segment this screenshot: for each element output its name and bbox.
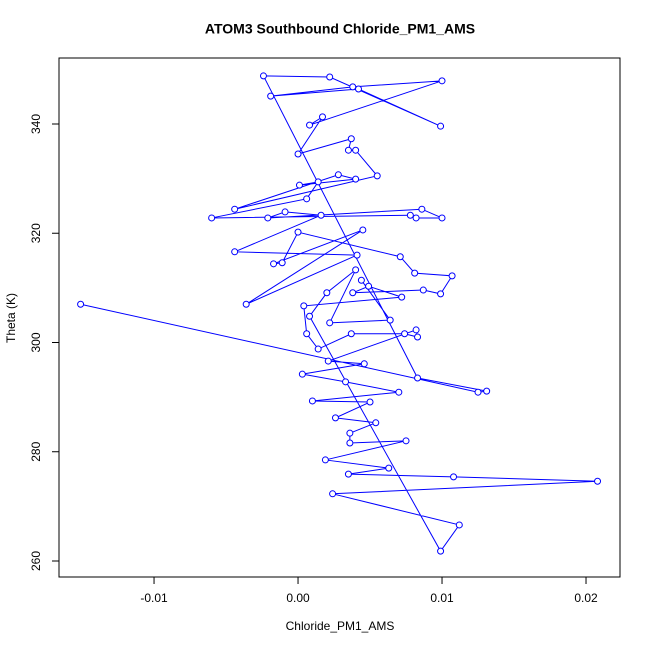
point (308, 397, 316, 405)
point (594, 477, 602, 485)
x-tick-label: 0.01 (430, 591, 454, 605)
point (342, 378, 350, 386)
point (414, 333, 422, 341)
point (334, 171, 342, 179)
point (242, 300, 250, 308)
point (437, 290, 445, 298)
point (359, 226, 367, 234)
point (281, 208, 289, 216)
point (352, 266, 360, 274)
point (314, 345, 322, 353)
point (412, 214, 420, 222)
point (317, 211, 325, 219)
y-tick-label: 260 (29, 551, 43, 571)
x-tick-label: 0.02 (574, 591, 598, 605)
point (450, 473, 458, 481)
x-axis-label: Chloride_PM1_AMS (286, 619, 395, 633)
point (401, 330, 409, 338)
point (418, 205, 426, 213)
point (324, 357, 332, 365)
point (402, 437, 410, 445)
point (208, 214, 216, 222)
y-tick-label: 300 (29, 332, 43, 352)
series-line (80, 75, 598, 553)
point (372, 419, 380, 427)
point (414, 374, 422, 382)
chart-title: ATOM3 Southbound Chloride_PM1_AMS (205, 21, 475, 37)
point (321, 456, 329, 464)
point (303, 330, 311, 338)
point (385, 464, 393, 472)
point (437, 122, 445, 130)
point (294, 150, 302, 158)
point (344, 146, 352, 154)
point (303, 195, 311, 203)
point (347, 330, 355, 338)
point (346, 439, 354, 447)
point (231, 248, 239, 256)
point (483, 387, 491, 395)
point (326, 73, 334, 81)
y-axis-label: Theta (K) (4, 293, 18, 343)
point (448, 272, 456, 280)
y-tick-label: 280 (29, 441, 43, 461)
point (314, 178, 322, 186)
point (231, 205, 239, 213)
point (295, 181, 303, 189)
point (395, 388, 403, 396)
point (77, 300, 85, 308)
point (357, 276, 365, 284)
point (474, 388, 482, 396)
point (300, 302, 308, 310)
point (406, 211, 414, 219)
point (346, 429, 354, 437)
y-tick-label: 340 (29, 114, 43, 134)
point (438, 77, 446, 85)
point (323, 289, 331, 297)
y-tick-label: 320 (29, 223, 43, 243)
x-tick-label: -0.01 (140, 591, 168, 605)
point (344, 470, 352, 478)
x-tick-label: 0.00 (286, 591, 310, 605)
point (349, 289, 357, 297)
point (352, 175, 360, 183)
point (353, 251, 361, 259)
point (259, 72, 267, 80)
point (267, 92, 275, 100)
point (438, 214, 446, 222)
point (319, 113, 327, 121)
point (355, 85, 363, 93)
point (298, 370, 306, 378)
point (264, 214, 272, 222)
point (365, 282, 373, 290)
point (347, 135, 355, 143)
point (455, 521, 463, 529)
point (294, 228, 302, 236)
point (398, 293, 406, 301)
point (326, 319, 334, 327)
point (437, 547, 445, 555)
point (352, 146, 360, 154)
plot-frame (58, 57, 621, 578)
point (419, 286, 427, 294)
point (396, 253, 404, 261)
point (278, 259, 286, 267)
point (366, 398, 374, 406)
point (373, 172, 381, 180)
point (329, 490, 337, 498)
point (349, 83, 357, 91)
point (411, 269, 419, 277)
point (386, 316, 394, 324)
point (412, 326, 420, 334)
point (270, 260, 278, 268)
point (306, 121, 314, 129)
point (360, 360, 368, 368)
point (331, 414, 339, 422)
point (306, 312, 314, 320)
